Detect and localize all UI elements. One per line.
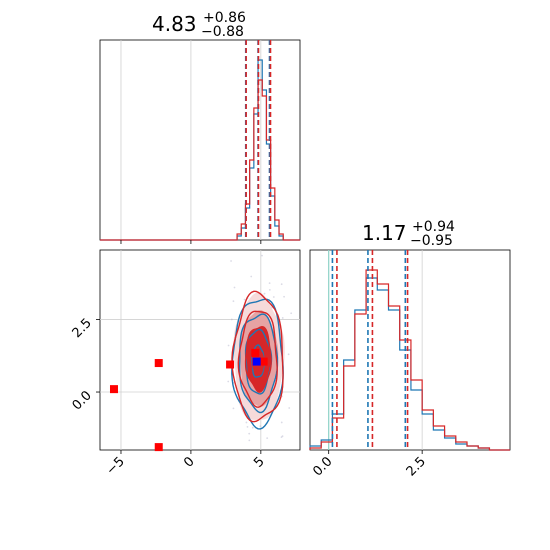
panel-2-x-tick-label-0: 0.0 <box>310 454 335 479</box>
joint-marker-3 <box>226 360 235 369</box>
joint-sample-point <box>283 295 285 298</box>
joint-sample-point <box>261 254 263 257</box>
panel-1-histogram-series-0 <box>100 59 300 241</box>
joint-sample-point <box>230 318 233 321</box>
joint-markers <box>109 348 268 452</box>
joint-sample-point <box>250 275 253 278</box>
joint-sample-point <box>280 283 283 286</box>
panel-1-title: 4.83 +0.86 −0.88 <box>152 10 246 40</box>
joint-sample-point <box>287 353 290 356</box>
joint-y-tick-label-0: 0.0 <box>70 388 95 413</box>
panel-2-title-plus: +0.94 <box>412 219 455 235</box>
joint-sample-point <box>232 300 235 303</box>
joint-sample-point <box>245 421 248 424</box>
panel-1-ticks <box>120 240 262 244</box>
joint-sample-point <box>230 260 232 262</box>
joint-marker-2 <box>154 443 163 452</box>
joint-sample-point <box>232 407 235 410</box>
joint-sample-point <box>268 288 271 291</box>
panel-1-title-plus: +0.86 <box>203 10 246 26</box>
panel-joint: −5 0 5 0.0 2.5 <box>70 249 301 478</box>
panel-marginal-param-2: 0.0 2.5 1.17 +0.94 −0.95 <box>309 219 511 479</box>
joint-sample-point <box>280 421 283 424</box>
joint-sample-point <box>248 432 251 435</box>
panel-1-title-value: 4.83 <box>152 12 197 36</box>
joint-sample-point <box>233 286 236 289</box>
joint-sample-point <box>280 436 283 439</box>
panel-2-title: 1.17 +0.94 −0.95 <box>362 219 455 249</box>
joint-contour-series-1-level-2 <box>237 310 278 408</box>
joint-sample-point <box>227 344 230 347</box>
joint-marker-0 <box>109 385 118 394</box>
panel-1-series <box>100 40 300 241</box>
joint-marker-4 <box>251 348 260 357</box>
joint-x-tick-label-0: −5 <box>104 454 128 478</box>
panel-2-ticks: 0.0 2.5 <box>310 450 429 479</box>
joint-sample-point <box>281 317 284 319</box>
panel-2-series <box>309 250 510 451</box>
joint-contour-series-1-level-3 <box>231 290 284 423</box>
joint-marker-1 <box>154 359 163 368</box>
joint-contour-series-1-level-1 <box>244 325 272 393</box>
joint-x-tick-label-2: 5 <box>251 454 267 470</box>
panel-2-title-value: 1.17 <box>362 221 407 245</box>
joint-sample-point <box>259 425 262 428</box>
joint-sample-point <box>243 298 246 301</box>
joint-sample-point <box>281 435 284 437</box>
joint-sample-point <box>290 312 293 315</box>
joint-sample-point <box>248 439 251 442</box>
joint-y-tick-label-1: 2.5 <box>70 316 95 341</box>
panel-1-histogram-series-1 <box>100 79 300 241</box>
panel-1-title-minus: −0.88 <box>201 24 244 40</box>
joint-marker-5 <box>259 357 268 366</box>
joint-contour-series-1-level-0 <box>251 341 266 376</box>
joint-marker-6 <box>252 357 261 366</box>
joint-sample-point <box>246 426 249 428</box>
panel-marginal-param-1: 4.83 +0.86 −0.88 <box>99 10 301 244</box>
joint-sample-point <box>266 437 269 440</box>
joint-contour-series-0-level-2 <box>239 313 279 414</box>
panel-1-grid <box>120 40 262 240</box>
joint-sample-point <box>288 407 291 409</box>
panel-2-x-tick-label-1: 2.5 <box>404 454 429 479</box>
joint-sample-point <box>268 282 271 285</box>
joint-sample-point <box>263 292 266 295</box>
panel-2-title-minus: −0.95 <box>410 233 453 249</box>
joint-sample-point <box>251 426 254 429</box>
joint-sample-point <box>272 296 275 298</box>
joint-sample-point <box>227 380 230 383</box>
joint-x-tick-label-1: 0 <box>181 454 197 470</box>
